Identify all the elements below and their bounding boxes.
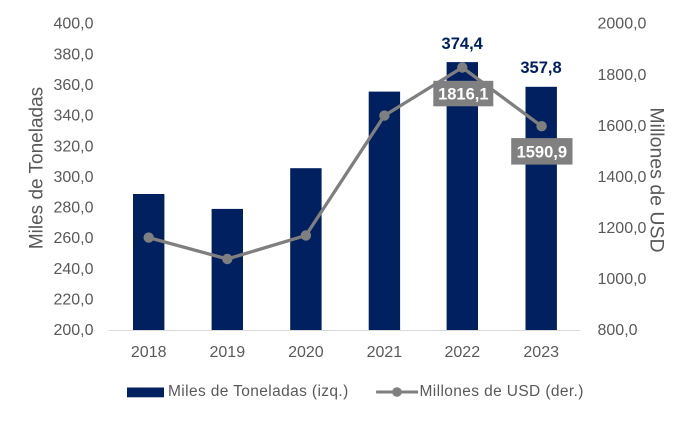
svg-text:2020: 2020	[288, 344, 324, 361]
svg-text:1000,0: 1000,0	[598, 271, 647, 288]
svg-text:2019: 2019	[210, 344, 246, 361]
svg-text:200,0: 200,0	[53, 322, 93, 339]
svg-text:380,0: 380,0	[53, 46, 93, 63]
svg-text:280,0: 280,0	[53, 200, 93, 217]
svg-text:1816,1: 1816,1	[438, 85, 488, 103]
svg-text:Miles de Toneladas: Miles de Toneladas	[27, 87, 48, 249]
svg-text:300,0: 300,0	[53, 169, 93, 186]
svg-text:2018: 2018	[131, 344, 167, 361]
svg-text:1600,0: 1600,0	[598, 118, 647, 135]
svg-text:Millones de USD (der.): Millones de USD (der.)	[420, 383, 584, 400]
svg-text:357,8: 357,8	[520, 59, 561, 77]
svg-text:360,0: 360,0	[53, 77, 93, 94]
svg-text:800,0: 800,0	[598, 322, 638, 339]
svg-text:1200,0: 1200,0	[598, 220, 647, 237]
svg-text:2022: 2022	[445, 344, 481, 361]
svg-text:Miles de Toneladas (izq.): Miles de Toneladas (izq.)	[168, 383, 349, 400]
svg-text:1800,0: 1800,0	[598, 67, 647, 84]
svg-text:240,0: 240,0	[53, 261, 93, 278]
svg-text:1400,0: 1400,0	[598, 169, 647, 186]
svg-text:2023: 2023	[523, 344, 559, 361]
svg-text:260,0: 260,0	[53, 230, 93, 247]
svg-text:340,0: 340,0	[53, 108, 93, 125]
svg-text:220,0: 220,0	[53, 292, 93, 309]
svg-text:1590,9: 1590,9	[517, 143, 567, 161]
svg-text:400,0: 400,0	[53, 16, 93, 33]
svg-text:Millones de USD: Millones de USD	[646, 107, 668, 252]
svg-text:2021: 2021	[367, 344, 403, 361]
svg-text:374,4: 374,4	[442, 35, 484, 53]
svg-text:2000,0: 2000,0	[598, 16, 647, 33]
svg-text:320,0: 320,0	[53, 138, 93, 155]
